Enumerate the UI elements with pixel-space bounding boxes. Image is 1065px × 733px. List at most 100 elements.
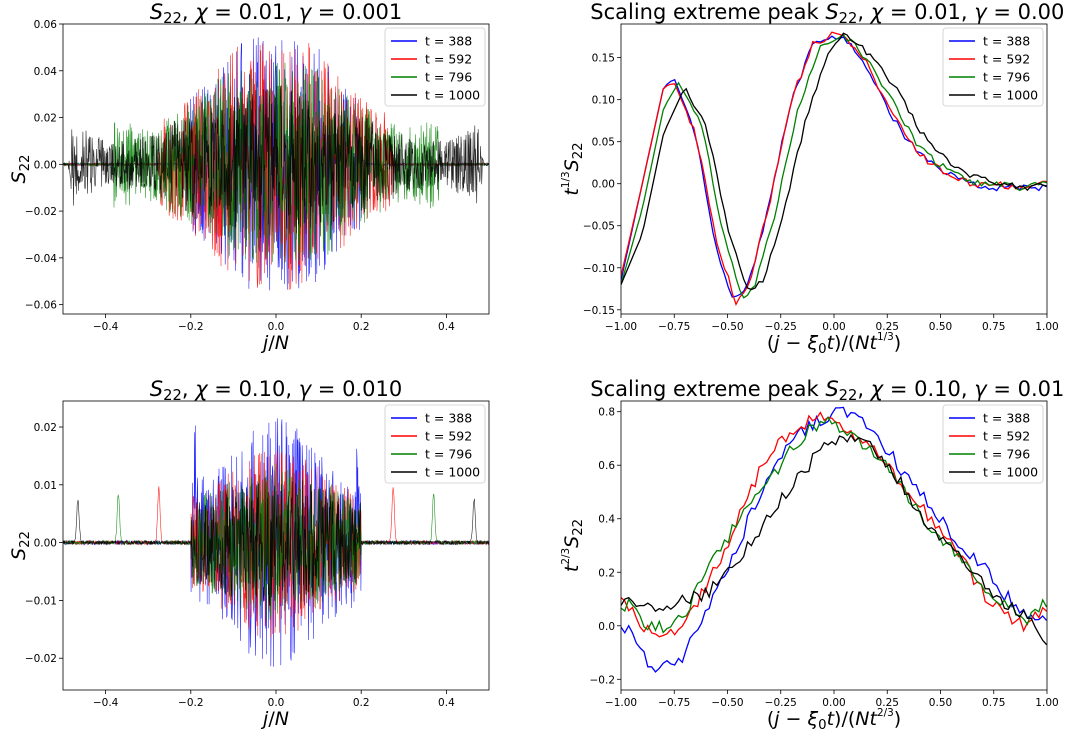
y-tick-label: 0.02 — [34, 422, 57, 434]
legend-entry: t = 592 — [983, 429, 1030, 444]
chart-title: Scaling extreme peak S22, χ = 0.10, γ = … — [590, 377, 1065, 404]
x-tick-label: 1.00 — [1035, 321, 1058, 333]
x-axis-label: j/N — [260, 708, 289, 730]
legend-entry: t = 592 — [983, 52, 1030, 67]
x-tick-label: 0.00 — [822, 321, 845, 333]
chart-title: S22, χ = 0.10, γ = 0.010 — [150, 377, 402, 404]
x-tick-label: 0.2 — [353, 321, 370, 333]
x-tick-label: 0.00 — [822, 697, 845, 709]
y-tick-label: −0.04 — [25, 253, 57, 265]
chart-panel-2: −1.00 −0.75 −0.50 −0.25 0.00 0.25 0.50 0.75 1.00… — [560, 0, 1065, 357]
x-tick-label: −0.4 — [93, 321, 119, 333]
y-tick-label: −0.06 — [25, 300, 57, 312]
x-tick-label: −0.25 — [765, 697, 797, 709]
legend: t = 388 t = 592 t = 796 t = 1000 — [384, 404, 486, 484]
plot-area — [63, 418, 489, 667]
y-tick-label: −0.01 — [25, 595, 57, 607]
series-line-4 — [621, 32, 1047, 291]
y-tick-label: 0.15 — [592, 53, 615, 65]
x-tick-label: 0.4 — [438, 697, 455, 709]
legend-entry: t = 1000 — [425, 465, 480, 480]
x-tick-label: 0.4 — [438, 321, 455, 333]
x-tick-label: 0.2 — [353, 697, 370, 709]
legend-entry: t = 796 — [983, 70, 1030, 85]
x-tick-label: −0.25 — [765, 321, 797, 333]
legend-entry: t = 1000 — [983, 465, 1038, 480]
x-tick-label: −0.75 — [658, 321, 690, 333]
legend: t = 388 t = 592 t = 796 t = 1000 — [384, 27, 486, 107]
x-tick-label: −0.50 — [711, 697, 743, 709]
x-tick-label: 0.50 — [929, 697, 952, 709]
series-line-4 — [63, 85, 489, 242]
y-tick-label: 0.8 — [598, 407, 615, 419]
x-tick-label: −1.00 — [605, 697, 637, 709]
chart-title: Scaling extreme peak S22, χ = 0.01, γ = … — [590, 0, 1065, 27]
legend-frame — [942, 27, 1044, 107]
y-tick-label: 0.05 — [592, 137, 615, 149]
x-tick-label: 0.25 — [876, 697, 899, 709]
x-tick-label: 0.75 — [982, 321, 1005, 333]
y-axis-label: S22 — [8, 531, 33, 560]
y-tick-label: −0.15 — [583, 305, 615, 317]
x-tick-label: −0.75 — [658, 697, 690, 709]
y-tick-label: 0.2 — [598, 567, 615, 579]
legend-frame — [384, 404, 486, 484]
chart-panel-1: −0.4 −0.2 0.0 0.2 0.4 −0.06 −0.04 −0.02 0.00 0.02… — [8, 0, 490, 354]
series-line-2 — [621, 31, 1047, 306]
x-tick-label: −0.50 — [711, 321, 743, 333]
x-tick-label: 0.25 — [876, 321, 899, 333]
x-tick-label: 0.0 — [268, 697, 285, 709]
y-tick-label: 0.04 — [34, 66, 58, 78]
x-tick-label: 1.00 — [1035, 697, 1058, 709]
x-axis-label: j/N — [260, 332, 289, 354]
legend-entry: t = 592 — [425, 429, 472, 444]
legend-entry: t = 796 — [425, 70, 472, 85]
series-line-2 — [621, 411, 1047, 638]
series-line-3 — [621, 33, 1047, 299]
y-tick-label: 0.06 — [34, 19, 58, 31]
y-tick-label: 0.00 — [592, 179, 615, 191]
chart-panel-4: −1.00 −0.75 −0.50 −0.25 0.00 0.25 0.50 0.75 1.00… — [560, 377, 1065, 733]
chart-panel-3: −0.4 −0.2 0.0 0.2 0.4 −0.02 −0.01 0.00 0.01 0.02 S… — [8, 377, 490, 730]
y-tick-label: 0.10 — [592, 95, 615, 107]
series-line-3 — [621, 415, 1047, 634]
legend-entry: t = 388 — [983, 411, 1030, 426]
y-tick-label: −0.02 — [25, 653, 57, 665]
x-tick-label: −1.00 — [605, 321, 637, 333]
plot-area — [621, 406, 1047, 673]
legend-entry: t = 796 — [425, 447, 472, 462]
x-tick-label: 0.50 — [929, 321, 952, 333]
x-tick-label: 0.0 — [268, 321, 285, 333]
y-tick-label: −0.02 — [25, 206, 57, 218]
y-tick-label: −0.05 — [583, 221, 615, 233]
y-axis-label: t1/3S22 — [560, 142, 586, 195]
x-tick-label: 0.75 — [982, 697, 1005, 709]
y-tick-label: 0.4 — [598, 514, 615, 526]
y-tick-label: 0.0 — [598, 621, 615, 633]
y-tick-label: 0.01 — [34, 480, 57, 492]
y-tick-label: 0.00 — [34, 159, 57, 171]
y-axis-label: t2/3S22 — [560, 519, 586, 572]
y-tick-label: 0.02 — [34, 113, 57, 125]
legend-entry: t = 796 — [983, 447, 1030, 462]
x-tick-label: −0.4 — [93, 697, 119, 709]
legend-frame — [384, 27, 486, 107]
y-tick-label: 0.6 — [598, 460, 615, 472]
y-axis-label: S22 — [8, 155, 33, 184]
series-line-1 — [621, 406, 1047, 673]
y-tick-label: 0.00 — [34, 538, 57, 550]
x-axis-label: (j − ξ0t)/(Nt1/3) — [767, 331, 901, 357]
legend-entry: t = 388 — [425, 34, 472, 49]
plot-area — [621, 31, 1047, 306]
legend-entry: t = 388 — [425, 411, 472, 426]
legend: t = 388 t = 592 t = 796 t = 1000 — [942, 404, 1044, 484]
legend: t = 388 t = 592 t = 796 t = 1000 — [942, 27, 1044, 107]
chart-title: S22, χ = 0.01, γ = 0.001 — [150, 0, 402, 27]
series-line-4 — [621, 433, 1047, 646]
legend-entry: t = 592 — [425, 52, 472, 67]
series-line-4 — [63, 477, 489, 610]
y-tick-label: −0.10 — [583, 263, 615, 275]
x-tick-label: −0.2 — [178, 321, 204, 333]
x-tick-label: −0.2 — [178, 697, 204, 709]
